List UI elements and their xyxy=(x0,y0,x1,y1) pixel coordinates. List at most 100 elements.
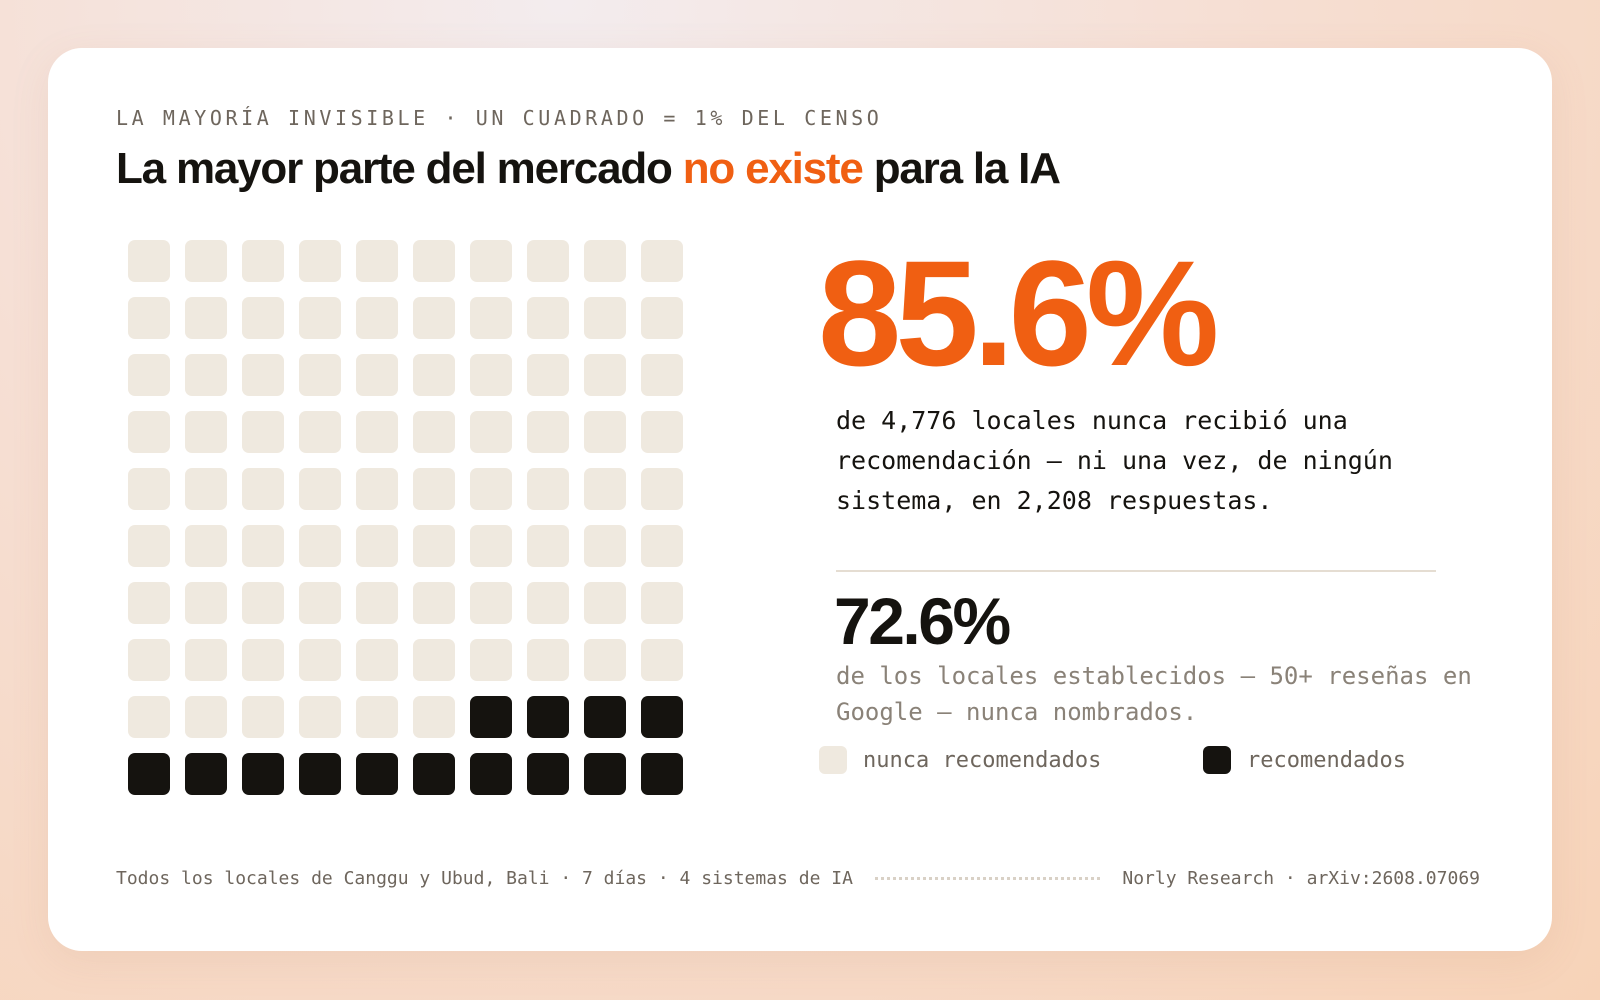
waffle-cell-never xyxy=(470,639,512,681)
waffle-cell-recommended xyxy=(584,753,626,795)
waffle-cell-never xyxy=(299,696,341,738)
waffle-cell-never xyxy=(299,354,341,396)
secondary-stat-description: de los locales establecidos — 50+ reseña… xyxy=(836,662,1472,726)
waffle-cell-recommended xyxy=(185,753,227,795)
legend-item-recommended: recomendados xyxy=(1203,746,1406,774)
waffle-cell-recommended xyxy=(128,753,170,795)
waffle-cell-never xyxy=(413,354,455,396)
waffle-cell-never xyxy=(185,354,227,396)
waffle-cell-never xyxy=(413,468,455,510)
waffle-cell-never xyxy=(128,297,170,339)
waffle-cell-never xyxy=(356,696,398,738)
waffle-cell-never xyxy=(128,411,170,453)
waffle-cell-never xyxy=(128,696,170,738)
waffle-cell-never xyxy=(470,297,512,339)
waffle-cell-never xyxy=(584,354,626,396)
waffle-cell-recommended xyxy=(641,696,683,738)
waffle-cell-recommended xyxy=(584,696,626,738)
headline-part-1: La mayor parte del mercado xyxy=(116,144,683,193)
waffle-cell-never xyxy=(413,240,455,282)
waffle-cell-never xyxy=(413,411,455,453)
waffle-cell-never xyxy=(641,354,683,396)
waffle-cell-never xyxy=(413,582,455,624)
waffle-cell-never xyxy=(641,525,683,567)
waffle-cell-never xyxy=(299,582,341,624)
waffle-cell-recommended xyxy=(299,753,341,795)
main-stat-description: de 4,776 locales nunca recibió una recom… xyxy=(836,406,1393,515)
waffle-cell-never xyxy=(299,297,341,339)
waffle-cell-recommended xyxy=(641,753,683,795)
main-stat-value: 85.6% xyxy=(818,229,1219,397)
footer-source: Todos los locales de Canggu y Ubud, Bali… xyxy=(116,868,853,889)
waffle-cell-never xyxy=(413,297,455,339)
waffle-cell-never xyxy=(128,582,170,624)
waffle-cell-never xyxy=(185,639,227,681)
legend-item-never: nunca recomendados xyxy=(819,746,1101,774)
waffle-cell-recommended xyxy=(527,696,569,738)
waffle-cell-never xyxy=(584,297,626,339)
infographic-card: LA MAYORÍA INVISIBLE · UN CUADRADO = 1% … xyxy=(48,48,1552,951)
waffle-cell-never xyxy=(641,639,683,681)
headline-accent: no existe xyxy=(682,144,864,193)
waffle-cell-never xyxy=(527,240,569,282)
waffle-cell-never xyxy=(185,468,227,510)
waffle-cell-never xyxy=(242,411,284,453)
waffle-cell-never xyxy=(641,411,683,453)
waffle-cell-never xyxy=(185,696,227,738)
waffle-cell-never xyxy=(584,411,626,453)
waffle-cell-never xyxy=(527,582,569,624)
waffle-cell-never xyxy=(128,639,170,681)
waffle-cell-never xyxy=(128,240,170,282)
waffle-cell-never xyxy=(584,468,626,510)
waffle-cell-never xyxy=(299,639,341,681)
waffle-cell-never xyxy=(470,468,512,510)
waffle-cell-never xyxy=(584,582,626,624)
waffle-cell-never xyxy=(185,240,227,282)
waffle-cell-never xyxy=(242,696,284,738)
waffle-cell-never xyxy=(470,240,512,282)
waffle-cell-never xyxy=(242,639,284,681)
waffle-cell-never xyxy=(242,354,284,396)
waffle-cell-never xyxy=(470,582,512,624)
waffle-cell-recommended xyxy=(356,753,398,795)
waffle-cell-never xyxy=(242,468,284,510)
waffle-cell-never xyxy=(242,297,284,339)
waffle-cell-never xyxy=(641,297,683,339)
headline-part-2: para la IA xyxy=(862,144,1061,193)
waffle-cell-never xyxy=(527,468,569,510)
waffle-cell-never xyxy=(413,696,455,738)
waffle-cell-recommended xyxy=(527,753,569,795)
eyebrow-label: LA MAYORÍA INVISIBLE · UN CUADRADO = 1% … xyxy=(116,106,883,130)
waffle-cell-never xyxy=(356,468,398,510)
footer-dotted-leader xyxy=(874,877,1101,880)
headline: La mayor parte del mercado no existe par… xyxy=(116,144,1061,194)
waffle-cell-never xyxy=(527,639,569,681)
waffle-cell-never xyxy=(527,354,569,396)
waffle-cell-never xyxy=(128,525,170,567)
waffle-cell-recommended xyxy=(470,753,512,795)
waffle-cell-recommended xyxy=(470,696,512,738)
legend-label-never: nunca recomendados xyxy=(863,747,1102,773)
waffle-cell-recommended xyxy=(413,753,455,795)
waffle-cell-never xyxy=(299,411,341,453)
waffle-cell-never xyxy=(584,525,626,567)
waffle-cell-recommended xyxy=(242,753,284,795)
section-divider xyxy=(836,570,1436,572)
waffle-cell-never xyxy=(242,582,284,624)
waffle-cell-never xyxy=(470,411,512,453)
waffle-cell-never xyxy=(356,240,398,282)
waffle-cell-never xyxy=(470,354,512,396)
waffle-cell-never xyxy=(356,411,398,453)
waffle-cell-never xyxy=(527,411,569,453)
waffle-cell-never xyxy=(356,354,398,396)
waffle-cell-never xyxy=(242,525,284,567)
waffle-cell-never xyxy=(185,582,227,624)
waffle-chart xyxy=(128,240,683,795)
waffle-cell-never xyxy=(413,639,455,681)
legend-swatch-never xyxy=(819,746,847,774)
waffle-cell-never xyxy=(641,582,683,624)
waffle-cell-never xyxy=(470,525,512,567)
legend-swatch-recommended xyxy=(1203,746,1231,774)
waffle-cell-never xyxy=(584,639,626,681)
secondary-stat-value: 72.6% xyxy=(834,584,1011,658)
